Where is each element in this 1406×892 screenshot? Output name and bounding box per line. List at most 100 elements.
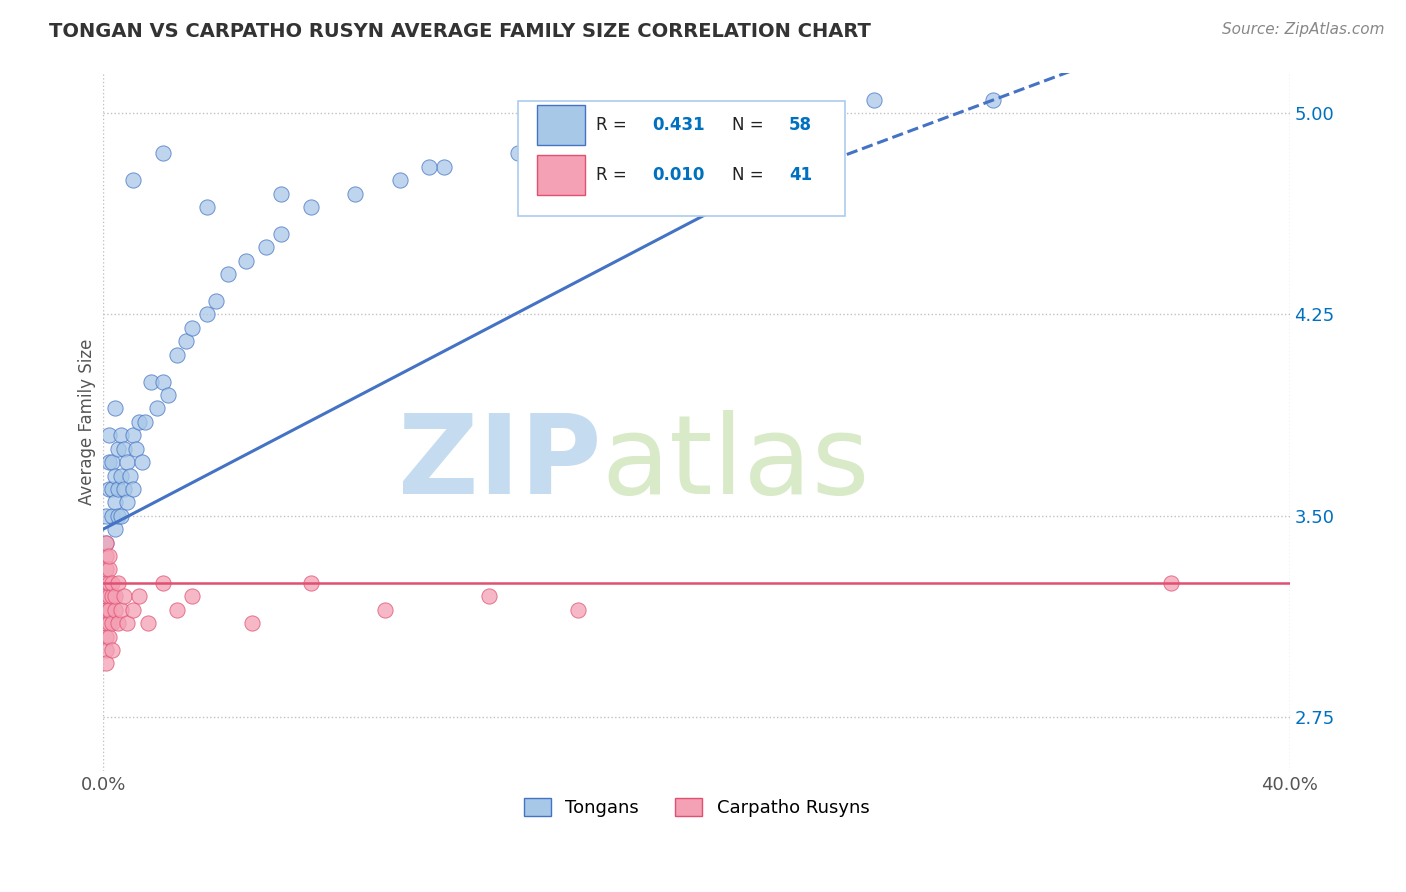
Point (217, 267, 239, 281)
Point (195, 308, 218, 322)
Point (104, 602, 127, 616)
Text: Source: ZipAtlas.com: Source: ZipAtlas.com (1222, 22, 1385, 37)
Point (152, 146, 174, 161)
Point (139, 375, 162, 389)
FancyBboxPatch shape (537, 105, 585, 145)
Point (98, 575, 121, 590)
Point (107, 442, 129, 456)
Point (101, 482, 124, 496)
Text: TONGAN VS CARPATHO RUSYN AVERAGE FAMILY SIZE CORRELATION CHART: TONGAN VS CARPATHO RUSYN AVERAGE FAMILY … (49, 22, 872, 41)
Point (107, 482, 129, 496)
Point (101, 589, 124, 603)
Point (110, 468, 132, 483)
Point (145, 401, 167, 416)
Point (112, 482, 135, 496)
Point (96, 630, 118, 644)
Text: atlas: atlas (602, 410, 870, 517)
Point (418, 160, 440, 174)
Point (104, 589, 127, 603)
Text: 58: 58 (789, 116, 813, 134)
Point (107, 508, 129, 523)
Point (374, 602, 396, 616)
Point (96, 508, 118, 523)
Text: N =: N = (733, 166, 769, 184)
Point (195, 200, 218, 214)
Point (101, 575, 124, 590)
Point (388, 173, 411, 187)
Point (98, 562, 121, 576)
Point (254, 240, 277, 254)
Point (122, 173, 145, 187)
Point (96, 616, 118, 631)
Point (136, 616, 159, 631)
Text: 0.010: 0.010 (652, 166, 704, 184)
Point (122, 482, 145, 496)
Point (96, 535, 118, 549)
Text: R =: R = (596, 116, 631, 134)
Point (478, 589, 501, 603)
Text: 41: 41 (789, 166, 813, 184)
Point (759, 106, 782, 120)
Point (134, 415, 156, 429)
Point (122, 428, 145, 442)
Point (685, 120, 707, 134)
Point (101, 643, 124, 657)
Point (112, 589, 135, 603)
Point (110, 428, 132, 442)
Text: 0.431: 0.431 (652, 116, 706, 134)
Point (152, 575, 174, 590)
Point (671, 120, 693, 134)
Point (98, 630, 121, 644)
Point (96, 589, 118, 603)
Point (567, 602, 589, 616)
Legend: Tongans, Carpatho Rusyns: Tongans, Carpatho Rusyns (516, 790, 876, 824)
Point (112, 442, 135, 456)
Point (110, 602, 132, 616)
Point (270, 186, 292, 201)
Point (270, 227, 292, 241)
Point (240, 616, 263, 631)
Point (152, 375, 174, 389)
Point (131, 455, 153, 469)
Point (157, 388, 180, 402)
Point (96, 535, 118, 549)
Point (98, 482, 121, 496)
Point (104, 401, 127, 416)
Text: N =: N = (733, 116, 769, 134)
Text: ZIP: ZIP (398, 410, 602, 517)
FancyBboxPatch shape (519, 101, 845, 216)
Point (174, 334, 197, 349)
Text: R =: R = (596, 166, 631, 184)
Y-axis label: Average Family Size: Average Family Size (79, 339, 96, 505)
Point (96, 562, 118, 576)
Point (181, 321, 204, 335)
Point (1160, 575, 1182, 590)
Point (981, 93, 1004, 107)
Point (98, 589, 121, 603)
Point (115, 455, 138, 469)
Point (299, 200, 322, 214)
Point (863, 93, 886, 107)
Point (101, 508, 124, 523)
Point (96, 602, 118, 616)
Point (104, 468, 127, 483)
Point (115, 616, 138, 631)
Point (118, 468, 141, 483)
Point (433, 160, 456, 174)
FancyBboxPatch shape (537, 155, 585, 195)
Point (104, 522, 127, 536)
Point (508, 146, 530, 161)
Point (104, 495, 127, 509)
Point (205, 294, 228, 309)
Point (96, 575, 118, 590)
Point (181, 589, 204, 603)
Point (98, 428, 121, 442)
Point (128, 415, 150, 429)
Point (98, 616, 121, 631)
Point (96, 643, 118, 657)
Point (107, 616, 129, 631)
Point (101, 616, 124, 631)
Point (299, 575, 322, 590)
Point (101, 455, 124, 469)
Point (166, 602, 188, 616)
